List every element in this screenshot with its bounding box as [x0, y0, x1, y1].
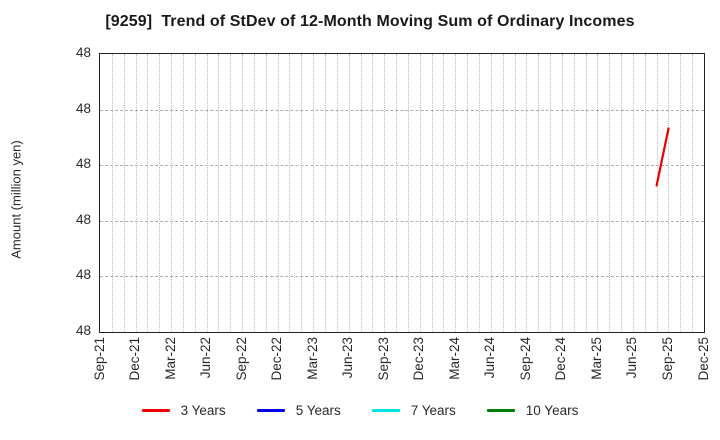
- x-tick-label: Dec-24: [553, 337, 569, 381]
- legend: 3 Years 5 Years 7 Years 10 Years: [0, 403, 720, 418]
- gridline-vertical: [514, 54, 516, 332]
- gridline-vertical: [561, 54, 563, 332]
- gridline-vertical: [289, 54, 291, 332]
- gridline-vertical: [135, 54, 137, 332]
- legend-line-swatch: [486, 409, 515, 412]
- gridline-vertical: [253, 54, 255, 332]
- gridline-vertical: [632, 54, 634, 332]
- gridline-vertical: [325, 54, 327, 332]
- gridline-vertical: [656, 54, 658, 332]
- gridline-vertical: [265, 54, 267, 332]
- gridline-vertical: [182, 54, 184, 332]
- y-axis-label: Amount (million yen): [8, 140, 24, 259]
- gridline-vertical: [526, 54, 528, 332]
- gridline-vertical: [478, 54, 480, 332]
- gridline-vertical: [609, 54, 611, 332]
- gridline-vertical: [277, 54, 279, 332]
- gridline-vertical: [680, 54, 682, 332]
- gridline-vertical: [159, 54, 161, 332]
- gridline-vertical: [313, 54, 315, 332]
- gridline-vertical: [301, 54, 303, 332]
- x-tick-label: Dec-25: [695, 337, 711, 381]
- plot-area: [99, 53, 705, 333]
- y-tick-label: 48: [75, 211, 91, 227]
- x-tick-label: Dec-23: [411, 337, 427, 381]
- legend-item-3-years: 3 Years: [141, 403, 226, 418]
- gridline-vertical: [348, 54, 350, 332]
- legend-label: 10 Years: [525, 403, 579, 418]
- gridline-vertical: [171, 54, 173, 332]
- gridline-vertical: [621, 54, 623, 332]
- gridline-horizontal: [100, 220, 704, 222]
- gridline-horizontal: [100, 165, 704, 167]
- x-tick-label: Mar-22: [162, 337, 178, 380]
- x-tick-label: Sep-21: [91, 337, 107, 381]
- x-tick-label: Mar-23: [304, 337, 320, 380]
- gridline-vertical: [147, 54, 149, 332]
- x-tick-label: Dec-21: [127, 337, 143, 381]
- gridline-vertical: [538, 54, 540, 332]
- gridline-vertical: [242, 54, 244, 332]
- legend-item-5-years: 5 Years: [256, 403, 341, 418]
- legend-line-swatch: [371, 409, 400, 412]
- x-tick-label: Jun-25: [624, 337, 640, 379]
- gridline-vertical: [407, 54, 409, 332]
- gridline-vertical: [230, 54, 232, 332]
- gridline-vertical: [467, 54, 469, 332]
- legend-label: 7 Years: [410, 403, 456, 418]
- gridline-horizontal: [100, 276, 704, 278]
- gridline-vertical: [218, 54, 220, 332]
- y-tick-label: 48: [75, 267, 91, 283]
- gridline-vertical: [502, 54, 504, 332]
- gridline-vertical: [111, 54, 113, 332]
- gridline-vertical: [692, 54, 694, 332]
- legend-label: 3 Years: [180, 403, 226, 418]
- x-tick-label: Jun-23: [340, 337, 356, 379]
- x-tick-label: Jun-24: [482, 337, 498, 379]
- legend-item-10-years: 10 Years: [486, 403, 579, 418]
- legend-line-swatch: [141, 409, 170, 412]
- gridline-vertical: [573, 54, 575, 332]
- gridline-vertical: [372, 54, 374, 332]
- gridline-vertical: [644, 54, 646, 332]
- x-tick-label: Jun-22: [198, 337, 214, 379]
- gridline-vertical: [123, 54, 125, 332]
- gridline-vertical: [490, 54, 492, 332]
- x-tick-label: Sep-25: [659, 337, 675, 381]
- gridline-vertical: [550, 54, 552, 332]
- gridline-vertical: [194, 54, 196, 332]
- gridline-vertical: [419, 54, 421, 332]
- series-line-3-years: [655, 127, 670, 187]
- gridline-vertical: [668, 54, 670, 332]
- x-tick-label: Mar-24: [446, 337, 462, 380]
- gridline-horizontal: [100, 109, 704, 111]
- x-tick-label: Sep-24: [517, 337, 533, 381]
- gridline-vertical: [206, 54, 208, 332]
- series-layer: [655, 127, 670, 187]
- gridline-vertical: [384, 54, 386, 332]
- y-tick-label: 48: [75, 323, 91, 338]
- gridline-vertical: [455, 54, 457, 332]
- x-tick-label: Dec-22: [269, 337, 285, 381]
- gridline-vertical: [585, 54, 587, 332]
- chart-title: [9259] Trend of StDev of 12-Month Moving…: [105, 13, 635, 30]
- x-tick-label: Mar-25: [588, 337, 604, 380]
- gridline-vertical: [597, 54, 599, 332]
- x-tick-label: Sep-22: [233, 337, 249, 381]
- x-tick-label: Sep-23: [375, 337, 391, 381]
- y-tick-label: 48: [75, 156, 91, 172]
- gridline-vertical: [396, 54, 398, 332]
- y-tick-label: 48: [75, 100, 91, 116]
- gridline-vertical: [360, 54, 362, 332]
- gridline-vertical: [431, 54, 433, 332]
- legend-item-7-years: 7 Years: [371, 403, 456, 418]
- y-tick-label: 48: [75, 45, 91, 60]
- gridline-vertical: [443, 54, 445, 332]
- legend-line-swatch: [256, 409, 285, 412]
- gridline-vertical: [336, 54, 338, 332]
- legend-label: 5 Years: [295, 403, 341, 418]
